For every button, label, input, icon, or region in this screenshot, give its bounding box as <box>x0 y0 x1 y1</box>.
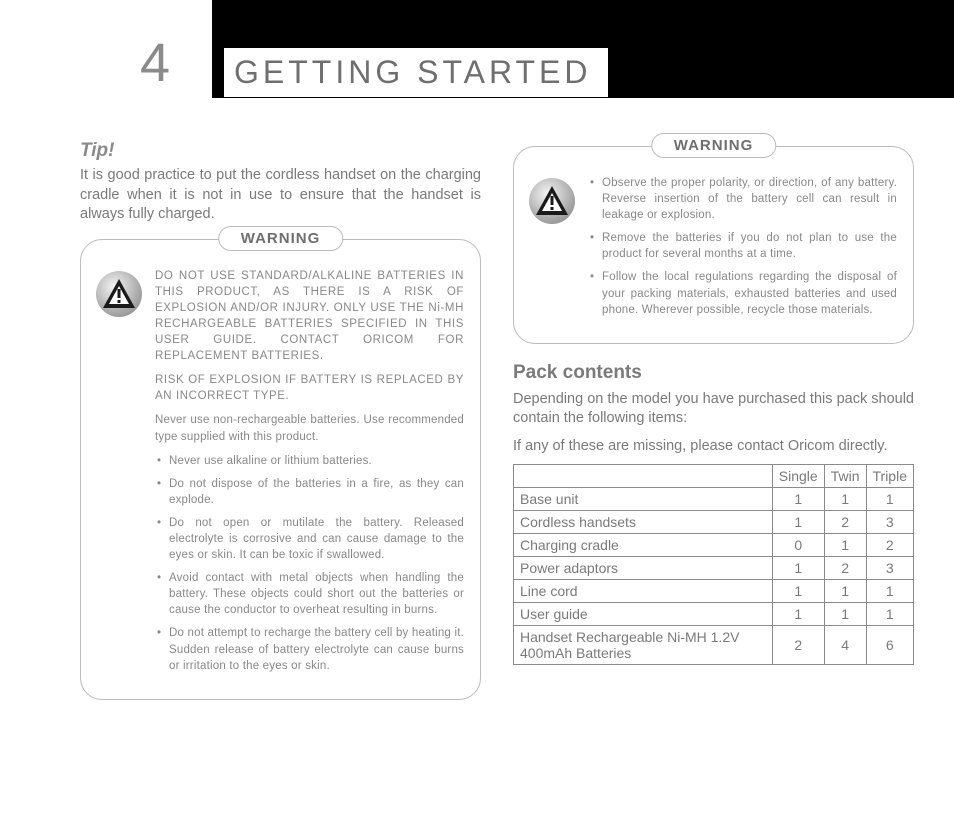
warning1-bullet-0: Never use alkaline or lithium batteries. <box>155 453 464 469</box>
warning-body-1: DO NOT USE STANDARD/ALKALINE BATTERIES I… <box>155 268 464 674</box>
table-header-triple: Triple <box>866 465 914 488</box>
table-cell: 1 <box>824 603 866 626</box>
table-header-blank <box>514 465 773 488</box>
table-cell: 0 <box>772 534 824 557</box>
warning-label-1: WARNING <box>218 226 344 251</box>
warning2-bullet-2: Follow the local regulations regarding t… <box>588 269 897 317</box>
table-row-label: Charging cradle <box>514 534 773 557</box>
table-header-row: Single Twin Triple <box>514 465 914 488</box>
table-cell: 2 <box>866 534 914 557</box>
table-header-single: Single <box>772 465 824 488</box>
warning-body-2: Observe the proper polarity, or directio… <box>588 175 897 318</box>
warning1-para-0: DO NOT USE STANDARD/ALKALINE BATTERIES I… <box>155 268 464 365</box>
table-row-label: Base unit <box>514 488 773 511</box>
table-cell: 3 <box>866 511 914 534</box>
pack-text-2: If any of these are missing, please cont… <box>513 437 914 457</box>
warning-triangle-icon <box>528 177 576 225</box>
table-row: Line cord111 <box>514 580 914 603</box>
pack-contents-heading: Pack contents <box>513 362 914 384</box>
table-cell: 1 <box>866 603 914 626</box>
table-cell: 6 <box>866 626 914 665</box>
warning-box-2: WARNING O <box>513 146 914 344</box>
warning2-bullet-1: Remove the batteries if you do not plan … <box>588 230 897 262</box>
table-cell: 2 <box>824 511 866 534</box>
table-cell: 4 <box>824 626 866 665</box>
warning2-bullet-0: Observe the proper polarity, or directio… <box>588 175 897 223</box>
table-row-label: Line cord <box>514 580 773 603</box>
table-cell: 1 <box>772 603 824 626</box>
warning1-bullet-3: Avoid contact with metal objects when ha… <box>155 570 464 618</box>
table-cell: 1 <box>866 580 914 603</box>
page-number: 4 <box>140 32 172 94</box>
table-cell: 2 <box>824 557 866 580</box>
warning-box-1: WARNING DO NOT USE S <box>80 239 481 700</box>
warning1-bullet-2: Do not open or mutilate the battery. Rel… <box>155 515 464 563</box>
warning-label-2: WARNING <box>651 133 777 158</box>
warning1-bullets: Never use alkaline or lithium batteries.… <box>155 453 464 674</box>
tip-text: It is good practice to put the cordless … <box>80 166 481 225</box>
warning2-bullets: Observe the proper polarity, or directio… <box>588 175 897 318</box>
warning1-para-1: RISK OF EXPLOSION IF BATTERY IS REPLACED… <box>155 372 464 404</box>
warning1-bullet-4: Do not attempt to recharge the battery c… <box>155 625 464 673</box>
content-area: Tip! It is good practice to put the cord… <box>80 140 914 795</box>
table-cell: 1 <box>824 534 866 557</box>
table-row-label: Cordless handsets <box>514 511 773 534</box>
warning1-para-2: Never use non-rechargeable batteries. Us… <box>155 412 464 444</box>
table-row-label: Power adaptors <box>514 557 773 580</box>
table-cell: 3 <box>866 557 914 580</box>
pack-text-1: Depending on the model you have purchase… <box>513 390 914 429</box>
table-row: Cordless handsets123 <box>514 511 914 534</box>
table-row: Power adaptors123 <box>514 557 914 580</box>
right-column: WARNING O <box>513 140 914 795</box>
table-header-twin: Twin <box>824 465 866 488</box>
pack-contents-table: Single Twin Triple Base unit111Cordless … <box>513 464 914 665</box>
table-row: Handset Rechargeable Ni-MH 1.2V 400mAh B… <box>514 626 914 665</box>
table-row: Charging cradle012 <box>514 534 914 557</box>
table-cell: 2 <box>772 626 824 665</box>
left-column: Tip! It is good practice to put the cord… <box>80 140 481 795</box>
table-cell: 1 <box>772 557 824 580</box>
table-row-label: User guide <box>514 603 773 626</box>
table-cell: 1 <box>772 580 824 603</box>
table-row-label: Handset Rechargeable Ni-MH 1.2V 400mAh B… <box>514 626 773 665</box>
table-cell: 1 <box>866 488 914 511</box>
warning-triangle-icon <box>95 270 143 318</box>
table-cell: 1 <box>772 511 824 534</box>
table-row: Base unit111 <box>514 488 914 511</box>
tip-heading: Tip! <box>80 140 481 162</box>
warning1-bullet-1: Do not dispose of the batteries in a fir… <box>155 476 464 508</box>
section-title-wrap: GETTING STARTED <box>224 48 608 97</box>
table-row: User guide111 <box>514 603 914 626</box>
section-title: GETTING STARTED <box>234 54 592 91</box>
table-cell: 1 <box>824 580 866 603</box>
table-cell: 1 <box>772 488 824 511</box>
table-cell: 1 <box>824 488 866 511</box>
